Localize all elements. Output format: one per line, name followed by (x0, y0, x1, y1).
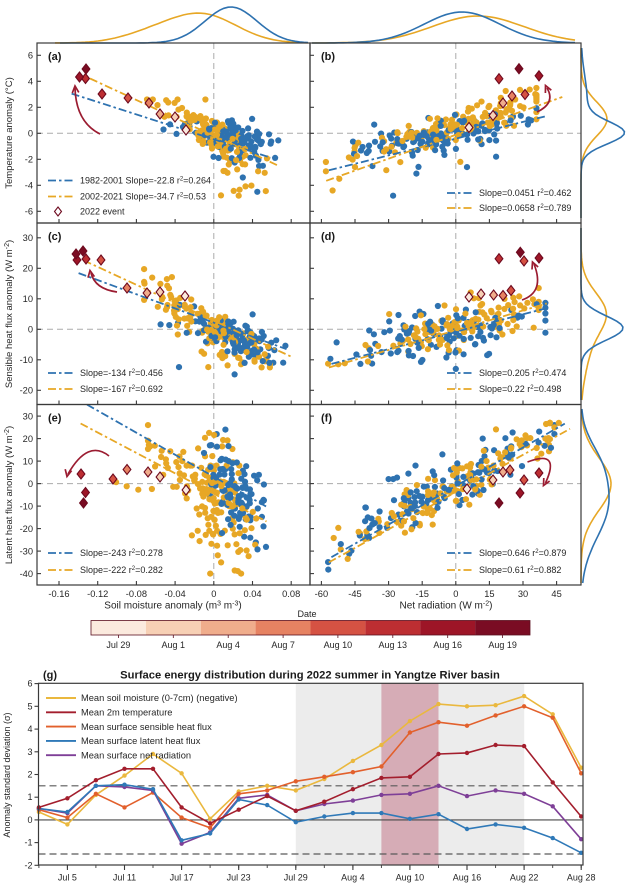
svg-text:-40: -40 (20, 569, 33, 579)
svg-text:4: 4 (28, 77, 33, 87)
svg-text:(c): (c) (48, 231, 62, 243)
svg-text:Aug 7: Aug 7 (271, 640, 295, 650)
svg-text:10: 10 (23, 294, 33, 304)
svg-text:-30: -30 (20, 546, 33, 556)
svg-text:-30: -30 (382, 589, 395, 599)
svg-text:(f): (f) (321, 413, 332, 425)
svg-text:2: 2 (28, 103, 33, 113)
svg-text:-1: -1 (24, 838, 32, 848)
svg-text:Slope=0.0658 r2=0.789: Slope=0.0658 r2=0.789 (479, 203, 571, 213)
svg-text:2: 2 (27, 770, 32, 780)
svg-text:-0.04: -0.04 (164, 589, 185, 599)
svg-text:20: 20 (23, 264, 33, 274)
svg-text:6: 6 (27, 679, 32, 689)
svg-text:Jul 29: Jul 29 (284, 873, 308, 883)
svg-text:Mean surface latent heat flux: Mean surface latent heat flux (81, 736, 201, 746)
svg-text:Slope=0.22 r2=0.498: Slope=0.22 r2=0.498 (479, 384, 561, 394)
svg-text:Latent heat flux anomaly (W m-: Latent heat flux anomaly (W m-2) (4, 426, 15, 564)
svg-text:Aug 16: Aug 16 (433, 640, 462, 650)
svg-text:3: 3 (27, 747, 32, 757)
svg-text:(g): (g) (43, 670, 57, 682)
svg-text:Aug 10: Aug 10 (324, 640, 353, 650)
svg-text:Jul 29: Jul 29 (106, 640, 130, 650)
svg-text:Slope=-243 r2=0.278: Slope=-243 r2=0.278 (80, 548, 163, 558)
svg-text:Aug 4: Aug 4 (216, 640, 240, 650)
svg-text:-0.12: -0.12 (87, 589, 108, 599)
svg-text:Slope=-167 r2=0.692: Slope=-167 r2=0.692 (80, 384, 163, 394)
svg-text:15: 15 (484, 589, 494, 599)
svg-text:1982-2001 Slope=-22.8 r2=0.264: 1982-2001 Slope=-22.8 r2=0.264 (80, 176, 211, 186)
svg-text:10: 10 (23, 456, 33, 466)
svg-text:Surface energy distribution du: Surface energy distribution during 2022 … (120, 670, 500, 682)
svg-text:Mean 2m temperature: Mean 2m temperature (81, 708, 172, 718)
svg-text:(d): (d) (321, 231, 335, 243)
svg-text:0: 0 (453, 589, 458, 599)
svg-text:Jul 5: Jul 5 (58, 873, 77, 883)
svg-text:0.08: 0.08 (282, 589, 300, 599)
svg-text:Date: Date (297, 609, 316, 619)
svg-text:Aug 28: Aug 28 (567, 873, 596, 883)
svg-text:Aug 16: Aug 16 (453, 873, 482, 883)
svg-text:(e): (e) (48, 413, 62, 425)
svg-text:-20: -20 (20, 524, 33, 534)
svg-text:Anomaly standard deviation (σ): Anomaly standard deviation (σ) (2, 712, 12, 837)
svg-text:4: 4 (27, 724, 32, 734)
svg-text:Jul 17: Jul 17 (170, 873, 194, 883)
svg-text:-10: -10 (20, 501, 33, 511)
svg-text:Slope=0.205 r2=0.474: Slope=0.205 r2=0.474 (479, 368, 566, 378)
svg-text:20: 20 (23, 434, 33, 444)
svg-text:-45: -45 (348, 589, 361, 599)
svg-text:Aug 13: Aug 13 (379, 640, 408, 650)
svg-text:-2: -2 (25, 155, 33, 165)
svg-text:Aug 10: Aug 10 (396, 873, 425, 883)
svg-text:Temperature anomaly (°C): Temperature anomaly (°C) (4, 77, 15, 189)
svg-text:30: 30 (23, 233, 33, 243)
svg-text:Aug 4: Aug 4 (341, 873, 365, 883)
svg-text:Mean surface net radiation: Mean surface net radiation (81, 750, 191, 760)
svg-text:Slope=0.61 r2=0.882: Slope=0.61 r2=0.882 (479, 565, 561, 575)
svg-text:0: 0 (27, 815, 32, 825)
svg-text:-15: -15 (415, 589, 428, 599)
svg-text:-0.16: -0.16 (48, 589, 69, 599)
svg-text:2022 event: 2022 event (80, 207, 125, 217)
svg-text:45: 45 (551, 589, 561, 599)
svg-text:Sensible heat flux anomaly (W: Sensible heat flux anomaly (W m-2) (4, 240, 15, 388)
svg-text:0: 0 (28, 479, 33, 489)
svg-text:Aug 1: Aug 1 (162, 640, 186, 650)
svg-text:2002-2021 Slope=-34.7 r2=0.53: 2002-2021 Slope=-34.7 r2=0.53 (80, 192, 206, 202)
svg-text:Mean surface sensible heat flu: Mean surface sensible heat flux (81, 722, 212, 732)
svg-text:30: 30 (518, 589, 528, 599)
svg-text:(b): (b) (321, 51, 335, 63)
svg-text:-6: -6 (25, 207, 33, 217)
svg-text:0: 0 (211, 589, 216, 599)
svg-text:Slope=-222 r2=0.282: Slope=-222 r2=0.282 (80, 565, 163, 575)
svg-text:Mean soil moisture (0-7cm) (ne: Mean soil moisture (0-7cm) (negative) (81, 693, 238, 703)
svg-text:5: 5 (27, 701, 32, 711)
svg-text:Net radiation (W m-2): Net radiation (W m-2) (400, 601, 493, 612)
svg-text:-2: -2 (24, 860, 32, 870)
svg-text:Slope=-134 r2=0.456: Slope=-134 r2=0.456 (80, 368, 163, 378)
svg-text:0: 0 (28, 325, 33, 335)
svg-text:Aug 22: Aug 22 (510, 873, 539, 883)
svg-text:Slope=0.0451 r2=0.462: Slope=0.0451 r2=0.462 (479, 188, 571, 198)
svg-text:-10: -10 (20, 355, 33, 365)
svg-text:Jul 11: Jul 11 (113, 873, 136, 883)
svg-text:Soil moisture anomaly (m3 m-3): Soil moisture anomaly (m3 m-3) (104, 601, 241, 612)
svg-text:-60: -60 (315, 589, 328, 599)
svg-text:0: 0 (28, 129, 33, 139)
svg-text:1: 1 (27, 792, 32, 802)
svg-text:6: 6 (28, 51, 33, 61)
svg-text:30: 30 (23, 411, 33, 421)
svg-text:Aug 19: Aug 19 (488, 640, 517, 650)
svg-text:-20: -20 (20, 386, 33, 396)
svg-text:Jul 23: Jul 23 (227, 873, 251, 883)
svg-text:Slope=0.646 r2=0.879: Slope=0.646 r2=0.879 (479, 548, 566, 558)
svg-text:0.04: 0.04 (243, 589, 261, 599)
svg-text:-4: -4 (25, 181, 33, 191)
svg-text:-0.08: -0.08 (126, 589, 147, 599)
svg-text:(a): (a) (48, 51, 62, 63)
